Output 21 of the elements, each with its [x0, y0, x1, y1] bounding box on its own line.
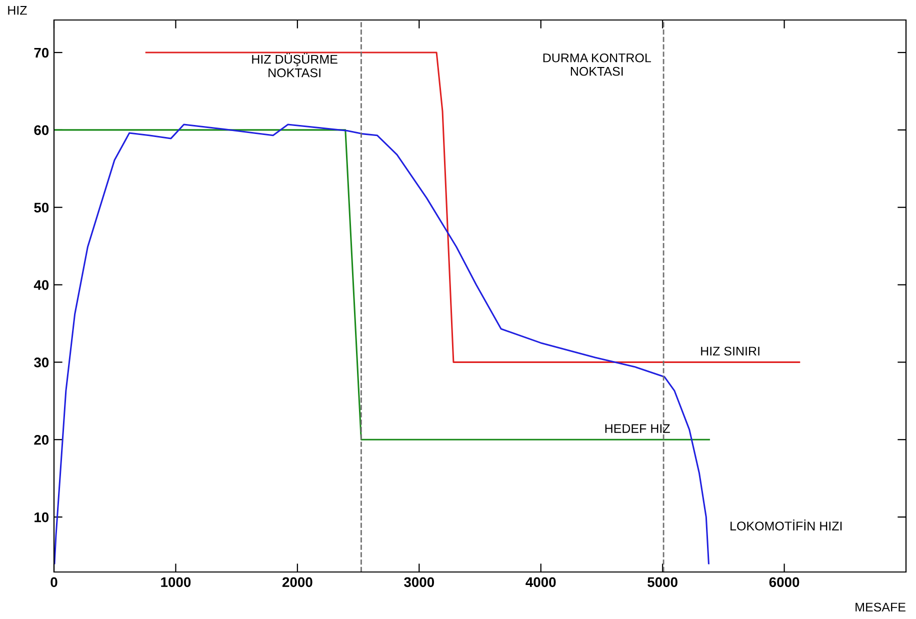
- x-tick-label: 5000: [648, 577, 678, 588]
- series-label: HEDEF HIZ: [605, 424, 670, 433]
- x-tick-label: 2000: [282, 577, 312, 588]
- y-tick-label: 30: [34, 358, 49, 368]
- y-axis-title: HIZ: [8, 6, 27, 15]
- y-tick-label: 20: [34, 434, 49, 445]
- x-tick-label: 6000: [769, 577, 800, 588]
- series-label: LOKOMOTİFİN HIZI: [730, 520, 842, 530]
- y-tick-label: 40: [34, 280, 49, 290]
- ref-line-label: HIZ DÜŞÜRME NOKTASI: [252, 53, 338, 78]
- series-label: HIZ SINIRI: [701, 346, 760, 356]
- x-tick-label: 4000: [526, 577, 556, 588]
- ref-line-label: DURMA KONTROL NOKTASI: [543, 53, 651, 76]
- y-tick-label: 10: [34, 512, 49, 522]
- x-axis-title: MESAFE: [856, 602, 906, 612]
- y-tick-label: 70: [34, 48, 49, 58]
- x-tick-label: 3000: [404, 577, 434, 588]
- x-tick-label: 1000: [161, 577, 191, 588]
- y-tick-label: 50: [34, 202, 49, 213]
- x-tick-label: 0: [50, 577, 58, 588]
- y-tick-label: 60: [34, 125, 49, 136]
